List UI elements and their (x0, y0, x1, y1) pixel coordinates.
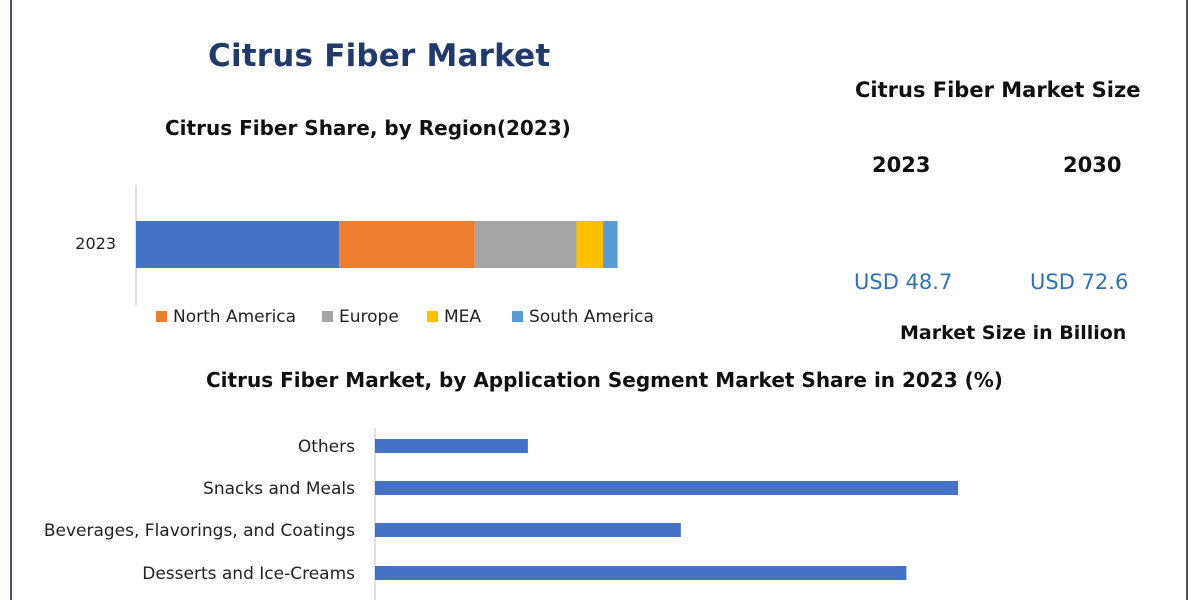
market-size-2023-value: USD 48.7 (854, 270, 953, 294)
main-title: Citrus Fiber Market (208, 38, 551, 74)
infographic-frame (10, 0, 1188, 600)
year-2023-label: 2023 (872, 153, 931, 177)
year-2030-label: 2030 (1063, 153, 1122, 177)
region-chart-title: Citrus Fiber Share, by Region(2023) (165, 116, 571, 140)
market-size-2030-value: USD 72.6 (1030, 270, 1129, 294)
market-size-unit-label: Market Size in Billion (900, 322, 1127, 344)
market-size-title: Citrus Fiber Market Size (855, 78, 1141, 102)
application-chart-title: Citrus Fiber Market, by Application Segm… (206, 368, 1003, 392)
